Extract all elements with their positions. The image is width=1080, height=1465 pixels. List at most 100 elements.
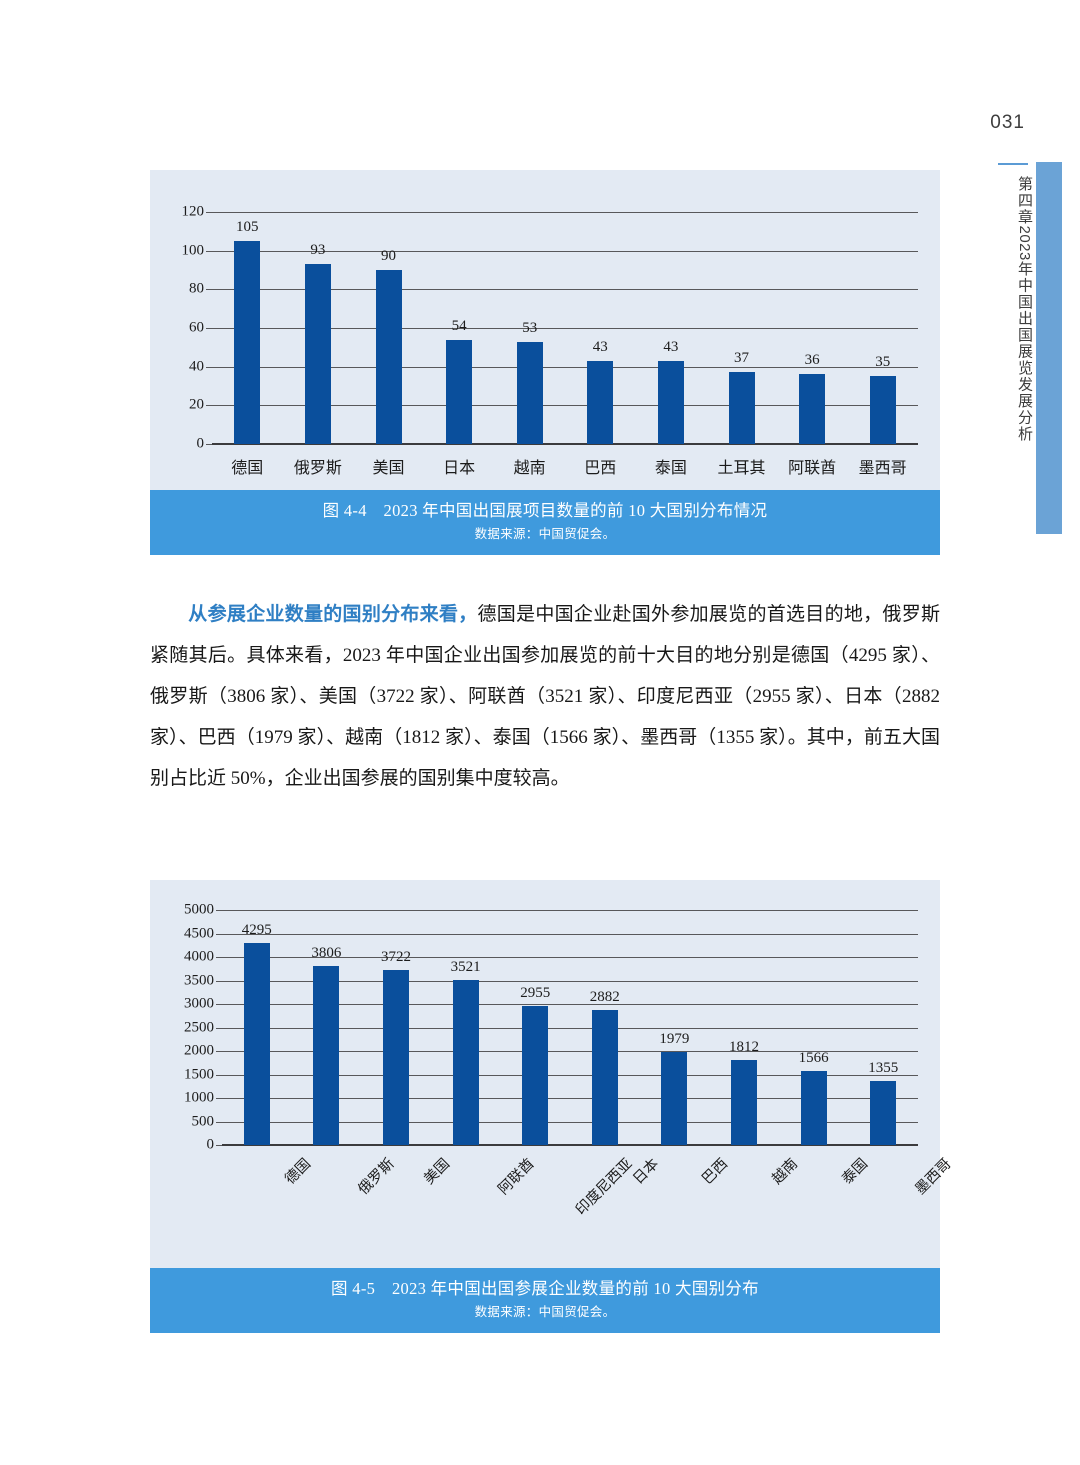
x-axis-category-label: 日本: [443, 460, 476, 477]
x-axis-category-label: 日本: [630, 1155, 662, 1188]
bar-value-label: 3521: [450, 958, 481, 975]
x-axis-category-label: 越南: [513, 460, 546, 477]
y-axis-tick-label: 500: [191, 1113, 215, 1129]
bar: [243, 943, 270, 1145]
bar: [731, 1059, 757, 1145]
y-tick-mark: [206, 444, 212, 445]
bar-value-label: 3806: [311, 945, 342, 962]
bar: [800, 1071, 827, 1145]
bar: [313, 966, 340, 1145]
running-head-year: 2023: [1016, 225, 1033, 261]
y-axis-tick-label: 40: [189, 358, 204, 375]
x-axis-category-label: 墨西哥: [858, 460, 907, 477]
bar-value-label: 4295: [241, 922, 272, 939]
gridline: [222, 1004, 918, 1005]
figure-4-5-chart: 0 500 1000 1500 2000 2500 3000 3500 4000 4500 5000…: [150, 880, 955, 1268]
x-axis-line: [222, 1144, 918, 1146]
bar: [383, 970, 409, 1145]
x-axis-category-label: 俄罗斯: [355, 1155, 399, 1198]
bar: [728, 372, 755, 444]
rail-accent-bar: [1036, 162, 1062, 534]
y-axis-tick-label: 100: [181, 242, 205, 259]
bar-value-label: 35: [875, 354, 891, 371]
x-axis-category-label: 巴西: [584, 460, 617, 477]
bar-value-label: 93: [310, 242, 326, 259]
x-axis-category-label: 墨西哥: [912, 1155, 955, 1198]
figure-4-5-caption-source: 数据来源：中国贸促会。: [474, 1305, 616, 1319]
x-axis-category-label: 德国: [231, 460, 264, 477]
running-head-chapter: 第四章: [1016, 176, 1033, 226]
y-axis-tick-label: 80: [189, 280, 204, 297]
y-axis-tick-label: 1000: [184, 1089, 214, 1106]
bar-value-label: 36: [804, 352, 820, 369]
y-axis-tick-label: 3500: [184, 972, 214, 988]
y-tick-mark: [216, 980, 222, 982]
y-tick-mark: [206, 328, 212, 329]
figure-4-4-caption-title: 图 4-4 2023 年中国出国展项目数量的前 10 大国别分布情况: [322, 501, 768, 520]
gridline: [222, 1121, 918, 1123]
bar-value-label: 90: [381, 248, 396, 264]
y-tick-mark: [206, 289, 212, 291]
bar: [587, 360, 614, 444]
y-tick-mark: [216, 1074, 222, 1076]
bar-value-label: 2955: [520, 985, 551, 1002]
figure-4-4-caption-source: 数据来源：中国贸促会。: [474, 527, 616, 541]
gridline: [212, 328, 918, 329]
gridline: [222, 1098, 918, 1099]
plot-area: 0 500 1000 1500 2000 2500 3000 3500 4000 4500 5000…: [184, 902, 955, 1219]
x-axis-category-label: 土耳其: [717, 460, 766, 477]
figure-4-4: 0 20 40 60 80 100 120 105 德国 93 俄罗斯 90 美国 54 日本 53 越南 43 巴…: [150, 170, 940, 555]
x-axis-category-label: 德国: [282, 1155, 314, 1188]
figure-4-5: 0 500 1000 1500 2000 2500 3000 3500 4000 4500 5000…: [150, 880, 955, 1333]
y-axis-tick-label: 20: [189, 396, 204, 413]
x-axis-category-label: 阿联酋: [495, 1155, 538, 1198]
y-tick-mark: [216, 1145, 222, 1146]
bar: [516, 341, 543, 444]
y-axis-tick-label: 5000: [184, 901, 214, 918]
bar-value-label: 1812: [729, 1038, 759, 1055]
figure-4-5-caption: 图 4-5 2023 年中国出国参展企业数量的前 10 大国别分布 数据来源：中…: [150, 1268, 940, 1333]
bar: [661, 1052, 688, 1145]
y-tick-mark: [216, 1004, 222, 1005]
gridline: [212, 366, 918, 368]
bar-value-label: 43: [592, 338, 608, 355]
y-axis-tick-label: 0: [196, 435, 205, 452]
x-axis-category-label: 美国: [372, 460, 405, 477]
gridline: [212, 405, 918, 407]
bar: [870, 1081, 897, 1145]
bar-value-label: 1979: [659, 1030, 690, 1047]
y-axis-tick-label: 2000: [184, 1042, 214, 1059]
y-tick-mark: [216, 910, 222, 911]
x-axis-category-label: 俄罗斯: [293, 460, 342, 477]
bar: [869, 376, 896, 444]
gridline: [222, 980, 918, 982]
paragraph-lead-in: 从参展企业数量的国别分布来看，: [188, 604, 478, 625]
bar-value-label: 53: [522, 319, 538, 336]
bar: [375, 270, 402, 444]
y-tick-mark: [216, 957, 222, 958]
running-head-title: 年中国出国展览发展分析: [1016, 260, 1033, 443]
y-axis-tick-label: 4000: [184, 948, 214, 965]
y-axis-tick-label: 60: [189, 319, 204, 336]
y-axis-tick-label: 3000: [184, 995, 214, 1012]
y-tick-mark: [206, 366, 212, 368]
bar: [591, 1009, 618, 1145]
y-tick-mark: [216, 1051, 222, 1052]
y-axis-tick-label: 120: [181, 203, 205, 220]
bar-value-label: 2882: [589, 988, 620, 1005]
bar: [304, 264, 331, 444]
y-tick-mark: [206, 405, 212, 407]
y-axis-tick-label: 1500: [184, 1066, 214, 1082]
running-head: 第四章2023年中国出国展览发展分析: [1008, 176, 1034, 442]
bar: [446, 339, 473, 444]
bar-value-label: 105: [236, 219, 259, 235]
y-axis-tick-label: 2500: [184, 1019, 214, 1035]
bar-value-label: 3722: [381, 949, 411, 966]
body-paragraph: 从参展企业数量的国别分布来看，德国是中国企业赴国外参加展览的首选目的地，俄罗斯紧…: [150, 594, 940, 799]
page-margin-rail: 031 第四章2023年中国出国展览发展分析: [960, 0, 1080, 1465]
gridline: [212, 289, 918, 291]
gridline: [212, 250, 918, 252]
bar: [522, 1006, 549, 1145]
paragraph-text: 德国是中国企业赴国外参加展览的首选目的地，俄罗斯紧随其后。具体来看，2023 年…: [150, 604, 940, 789]
x-axis-line: [212, 443, 918, 445]
